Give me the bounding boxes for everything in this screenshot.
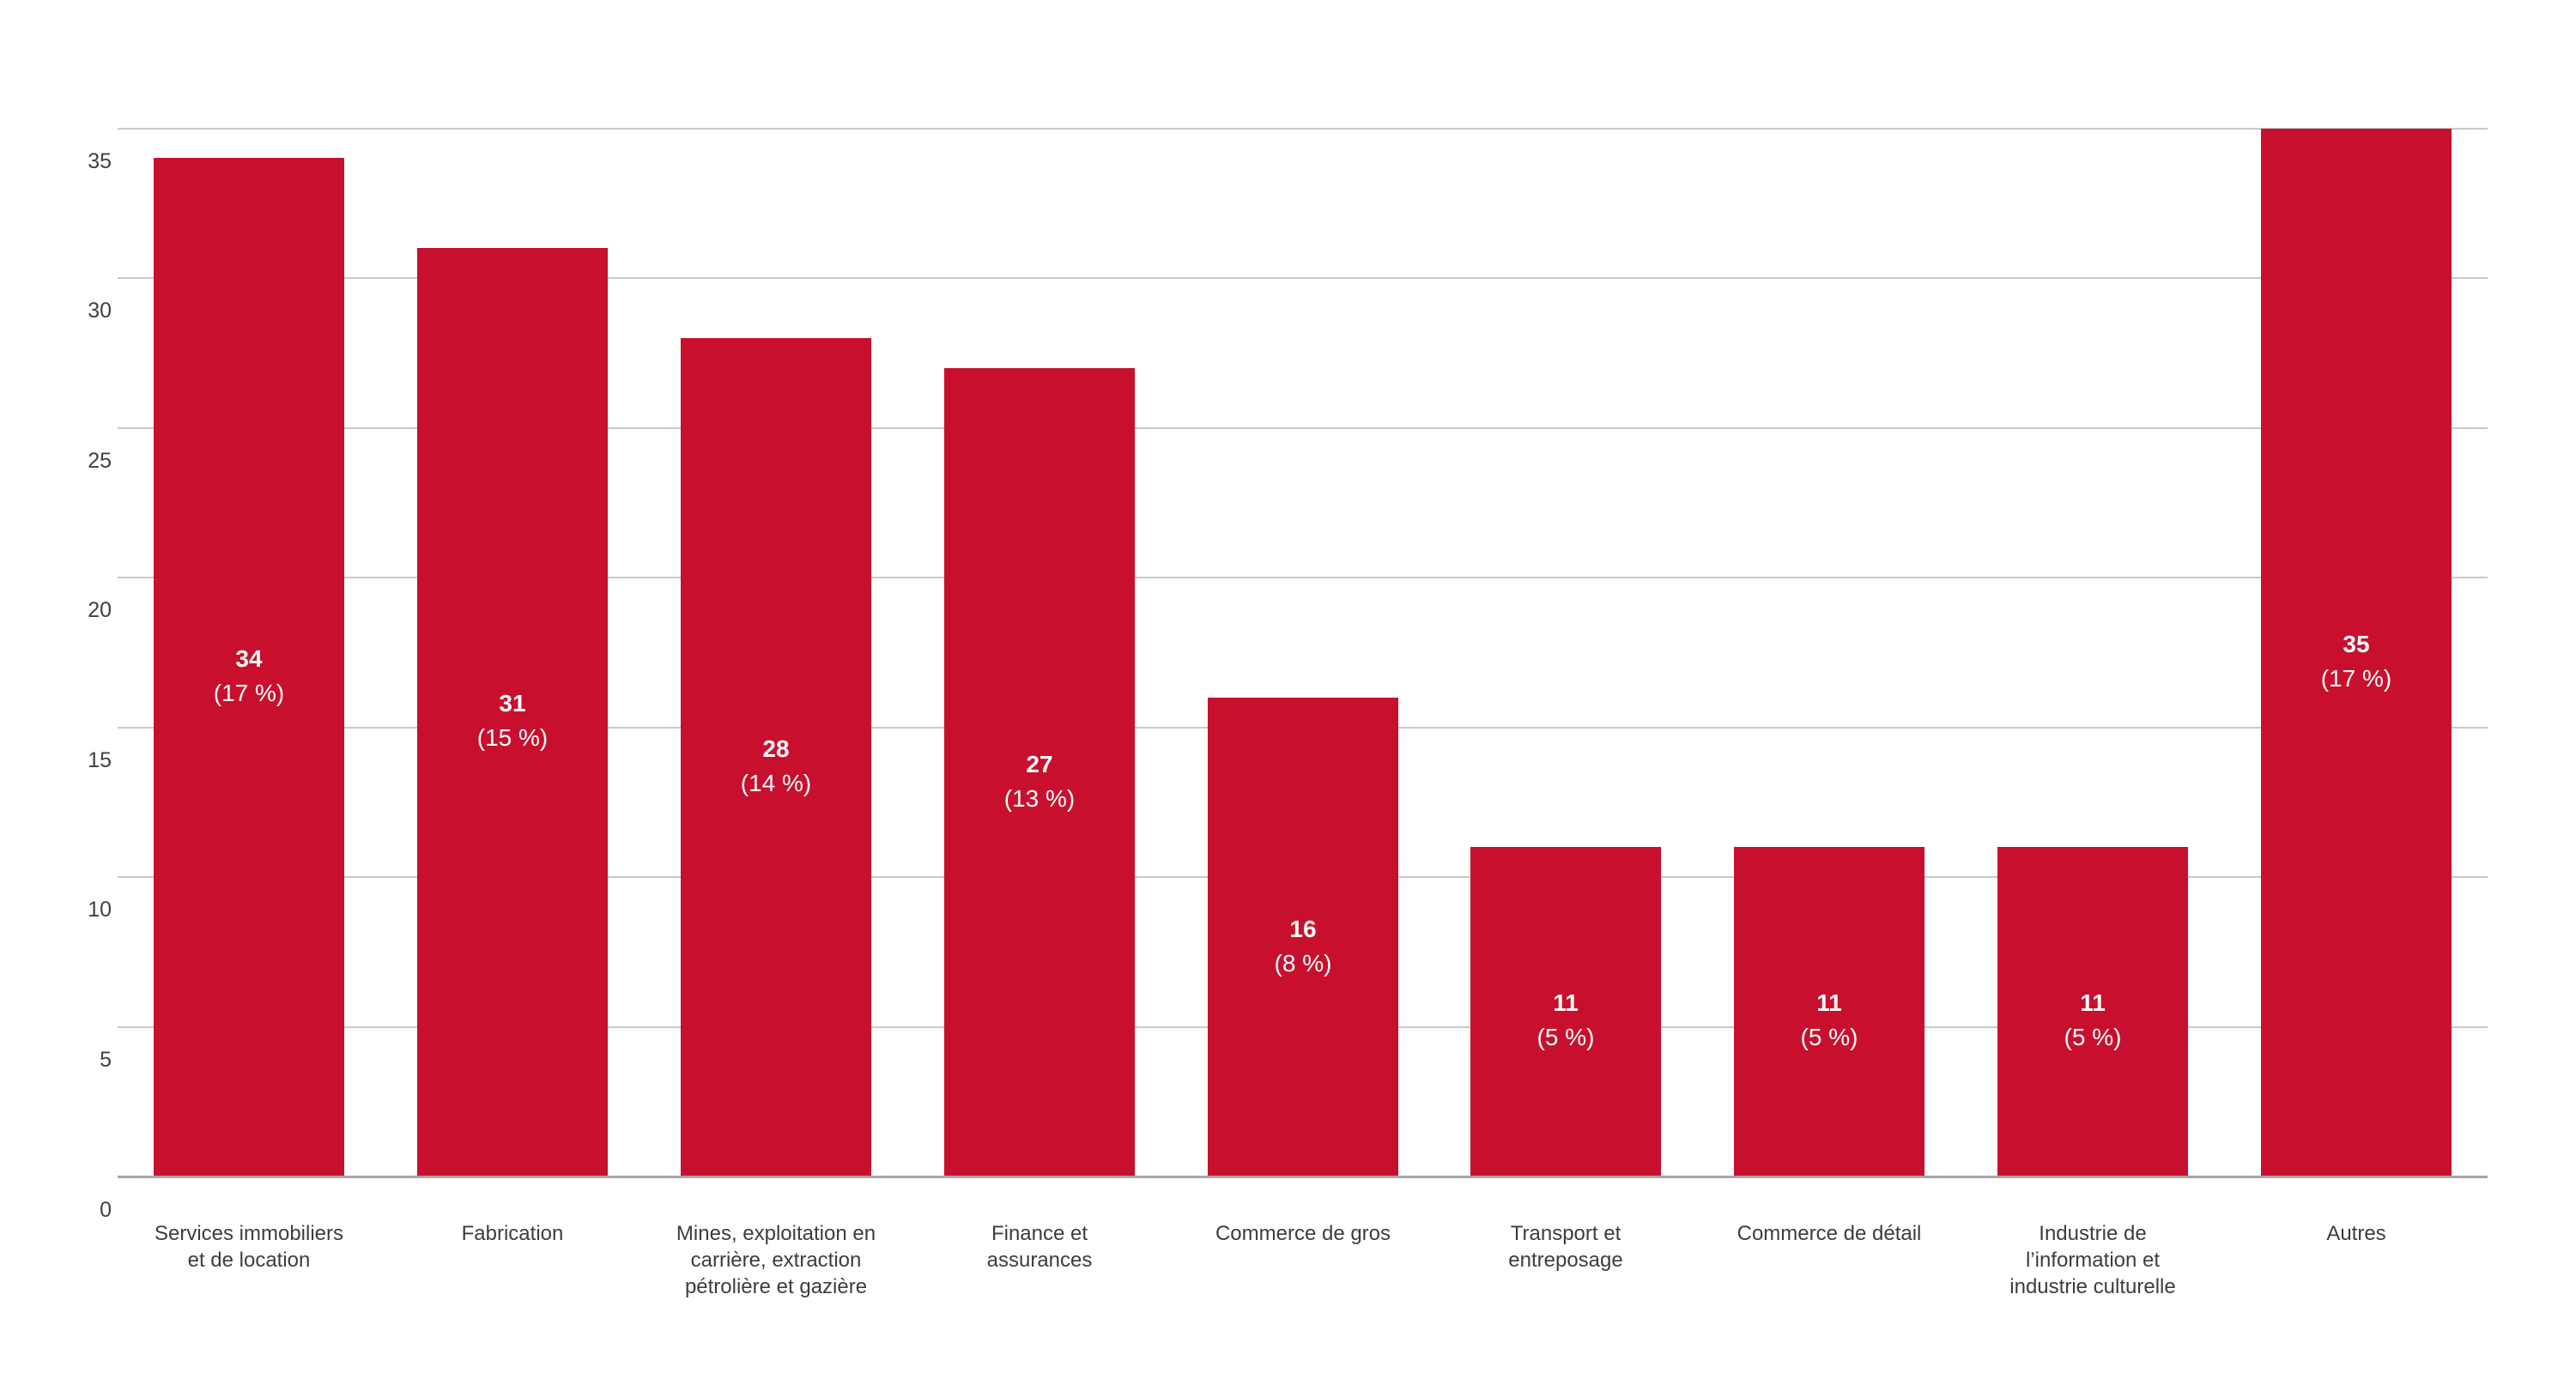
category-label-9: Autres — [2227, 1220, 2485, 1247]
category-label-line: industrie culturelle — [2009, 1275, 2176, 1298]
bar-5: 16 (8 %) — [1208, 698, 1398, 1177]
bar-value-7: 11 — [1816, 989, 1842, 1016]
bar-value-6: 11 — [1553, 989, 1579, 1016]
bar-6: 11 (5 %) — [1470, 847, 1661, 1176]
category-label-2: Fabrication — [384, 1220, 641, 1247]
gridline-25 — [118, 426, 2488, 429]
bar-9: 35 (17 %) — [2261, 129, 2452, 1177]
bar-percent-1: (17 %) — [213, 680, 285, 706]
category-label-line: et de location — [187, 1249, 311, 1272]
bar-percent-3: (14 %) — [740, 770, 812, 796]
category-label-4: Finance et assurances — [911, 1220, 1168, 1273]
bar-value-label-8: 11 (5 %) — [1997, 986, 2188, 1055]
category-label-line: Commerce de gros — [1215, 1222, 1391, 1245]
bar-percent-6: (5 %) — [1537, 1024, 1595, 1050]
bar-8: 11 (5 %) — [1997, 847, 2188, 1176]
bar-value-2: 31 — [499, 690, 526, 717]
y-tick-label-20: 20 — [88, 598, 112, 623]
y-tick-label-35: 35 — [88, 148, 112, 173]
bar-value-8: 11 — [2080, 989, 2106, 1016]
bar-value-label-3: 28 (14 %) — [681, 732, 871, 801]
y-tick-label-0: 0 — [100, 1197, 112, 1222]
y-tick-label-10: 10 — [88, 898, 112, 922]
category-label-5: Commerce de gros — [1174, 1220, 1432, 1247]
bar-3: 28 (14 %) — [681, 338, 871, 1177]
bar-value-3: 28 — [762, 735, 790, 762]
category-label-line: Transport et — [1510, 1222, 1621, 1245]
bar-value-1: 34 — [235, 645, 263, 672]
bar-value-label-7: 11 (5 %) — [1734, 986, 1924, 1055]
category-label-line: pétrolière et gazière — [684, 1275, 868, 1298]
gridline-35 — [118, 127, 2488, 130]
bar-value-label-2: 31 (15 %) — [417, 686, 608, 755]
bar-2: 31 (15 %) — [417, 248, 608, 1176]
bar-percent-4: (13 %) — [1003, 785, 1076, 812]
category-label-1: Services immobiliers et de location — [120, 1220, 378, 1273]
y-tick-label-5: 5 — [100, 1047, 112, 1072]
bar-percent-9: (17 %) — [2320, 665, 2392, 692]
bar-value-label-1: 34 (17 %) — [154, 642, 344, 711]
bar-value-5: 16 — [1289, 916, 1317, 942]
category-label-line: assurances — [986, 1249, 1093, 1272]
gridline-30 — [118, 277, 2488, 280]
bar-value-label-4: 27 (13 %) — [944, 747, 1135, 816]
x-axis-line — [118, 1176, 2488, 1178]
category-label-line: entreposage — [1508, 1249, 1623, 1272]
category-label-line: Mines, exploitation en — [676, 1222, 876, 1245]
bar-value-label-5: 16 (8 %) — [1208, 912, 1398, 981]
bar-4: 27 (13 %) — [944, 368, 1135, 1177]
bar-value-4: 27 — [1026, 751, 1053, 777]
bar-percent-5: (8 %) — [1274, 950, 1332, 977]
category-label-7: Commerce de détail — [1700, 1220, 1958, 1247]
category-label-line: carrière, extraction — [690, 1249, 862, 1272]
y-tick-label-30: 30 — [88, 299, 112, 324]
category-label-3: Mines, exploitation en carrière, extracti… — [647, 1220, 905, 1300]
category-label-line: Commerce de détail — [1737, 1222, 1922, 1245]
bar-value-label-9: 35 (17 %) — [2261, 627, 2452, 696]
category-label-line: Industrie de — [2039, 1222, 2147, 1245]
bar-percent-2: (15 %) — [476, 724, 549, 751]
category-label-line: Finance et — [991, 1222, 1088, 1245]
bar-value-9: 35 — [2343, 631, 2370, 657]
category-label-line: l’information et — [2025, 1249, 2161, 1272]
category-label-line: Services immobiliers — [154, 1222, 344, 1245]
category-label-6: Transport et entreposage — [1437, 1220, 1694, 1273]
category-label-line: Autres — [2326, 1222, 2386, 1245]
bar-percent-7: (5 %) — [1800, 1024, 1858, 1050]
gridline-20 — [118, 577, 2488, 579]
category-label-8: Industrie de l’information et industrie cu… — [1964, 1220, 2221, 1300]
y-tick-label-15: 15 — [88, 747, 112, 772]
bar-percent-8: (5 %) — [2064, 1024, 2122, 1050]
bar-7: 11 (5 %) — [1734, 847, 1924, 1176]
bar-1: 34 (17 %) — [154, 158, 344, 1176]
category-label-line: Fabrication — [461, 1222, 564, 1245]
y-tick-label-25: 25 — [88, 448, 112, 473]
bar-value-label-6: 11 (5 %) — [1470, 986, 1661, 1055]
